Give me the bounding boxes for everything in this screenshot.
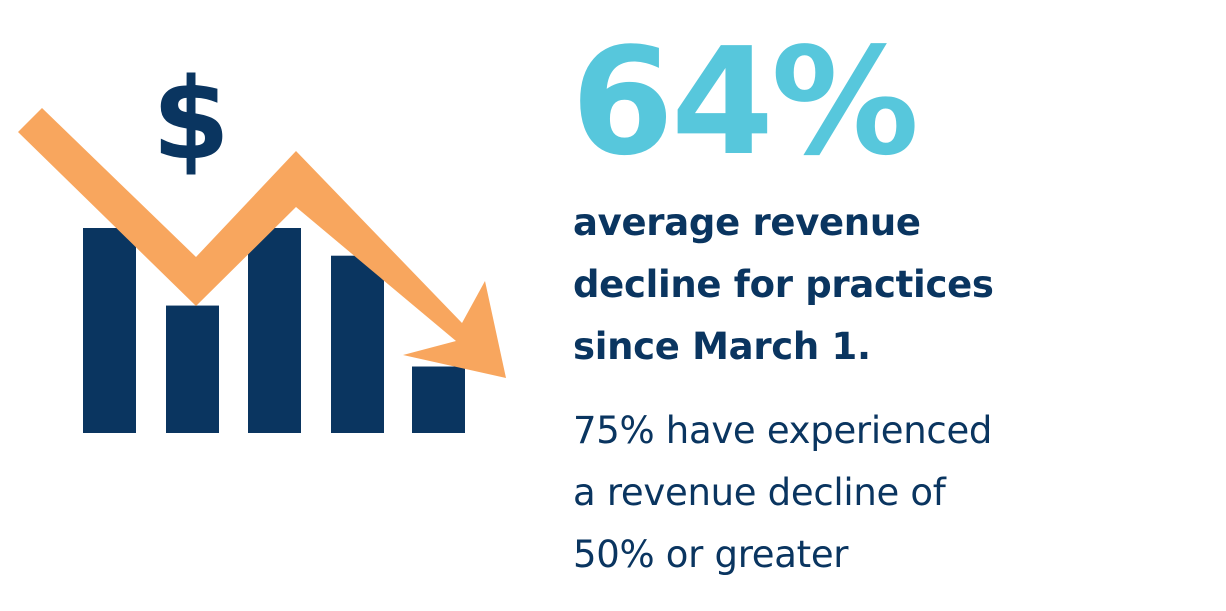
stat-caption-line: average revenue — [573, 201, 921, 244]
stat-value: 64% — [571, 16, 919, 188]
stat-caption-line: decline for practices — [573, 263, 994, 306]
declining-bar-chart-graphic: $ — [18, 55, 506, 433]
stat-detail: 75% have experienced a revenue decline o… — [573, 400, 992, 586]
bar — [331, 255, 384, 433]
bar — [412, 366, 465, 433]
stat-detail-line: a revenue decline of — [573, 471, 946, 514]
bars-group — [83, 228, 465, 433]
stat-detail-line: 50% or greater — [573, 533, 849, 576]
bar — [83, 228, 136, 433]
bar — [248, 228, 301, 433]
stat-detail-line: 75% have experienced — [573, 409, 993, 452]
down-trend-arrow-icon — [18, 108, 506, 378]
stat-caption-line: since March 1. — [573, 325, 871, 368]
stat-panel: 64% average revenue decline for practice… — [571, 0, 1211, 606]
revenue-decline-illustration: $ — [0, 0, 560, 606]
bar — [166, 305, 219, 433]
dollar-sign-icon: $ — [152, 55, 230, 185]
stat-caption: average revenue decline for practices si… — [573, 192, 994, 378]
